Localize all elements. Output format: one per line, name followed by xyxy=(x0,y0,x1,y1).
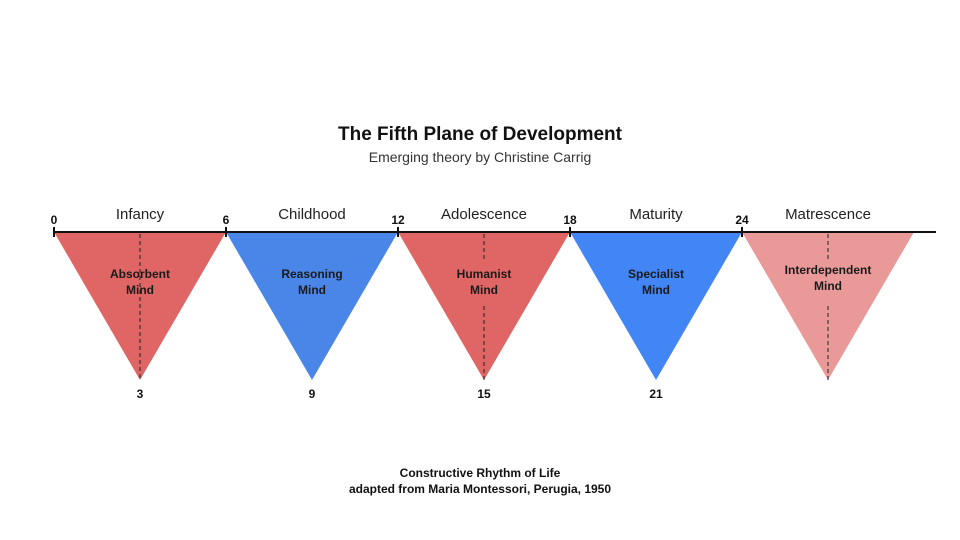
mind-label: Mind xyxy=(126,283,154,297)
mind-label: Humanist xyxy=(457,267,512,281)
plane-label: Childhood xyxy=(278,206,346,223)
plane-triangle xyxy=(570,232,742,380)
tick-label: 18 xyxy=(563,213,577,227)
midpoint-age-label: 21 xyxy=(649,387,663,401)
plane-label: Matrescence xyxy=(785,206,871,223)
plane-triangle xyxy=(226,232,398,380)
tick-label: 6 xyxy=(223,213,230,227)
mind-label: Mind xyxy=(642,283,670,297)
mind-label: Mind xyxy=(298,283,326,297)
footer-line-2: adapted from Maria Montessori, Perugia, … xyxy=(348,482,612,496)
plane-label: Infancy xyxy=(116,206,165,223)
mind-label: Interdependent xyxy=(785,263,872,277)
mind-label: Mind xyxy=(814,279,842,293)
midpoint-age-label: 15 xyxy=(477,387,491,401)
plane-label: Maturity xyxy=(629,206,683,223)
diagram-footer: Constructive Rhythm of Life adapted from… xyxy=(0,465,960,497)
mind-label: Reasoning xyxy=(281,267,342,281)
mind-label: Specialist xyxy=(628,267,684,281)
footer-line-1: Constructive Rhythm of Life xyxy=(399,466,561,480)
diagram-subtitle: Emerging theory by Christine Carrig xyxy=(368,149,592,165)
tick-label: 0 xyxy=(51,213,58,227)
mind-label: Mind xyxy=(470,283,498,297)
tick-label: 24 xyxy=(735,213,749,227)
midpoint-age-label: 3 xyxy=(137,387,144,401)
midpoint-age-label: 9 xyxy=(309,387,316,401)
tick-label: 12 xyxy=(391,213,405,227)
diagram-title: The Fifth Plane of Development xyxy=(338,124,622,145)
mind-label: Absorbent xyxy=(110,267,170,281)
plane-label: Adolescence xyxy=(441,206,527,223)
